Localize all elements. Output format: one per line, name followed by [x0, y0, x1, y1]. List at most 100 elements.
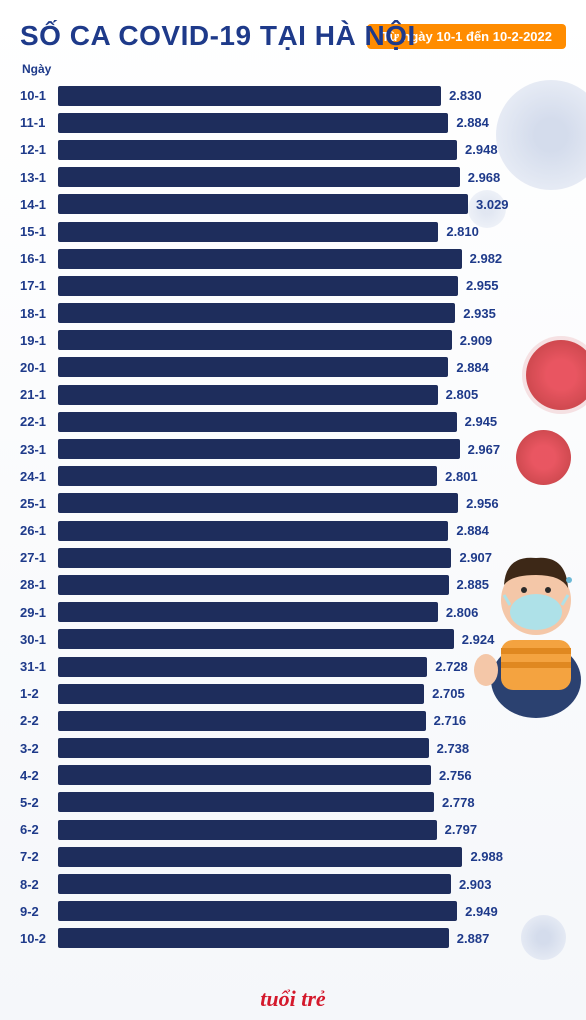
chart-row: 25-1 2.956: [20, 490, 566, 517]
day-label: 26-1: [20, 523, 58, 538]
day-label: 5-2: [20, 795, 58, 810]
day-label: 22-1: [20, 414, 58, 429]
day-label: 1-2: [20, 686, 58, 701]
day-label: 13-1: [20, 170, 58, 185]
bar: [58, 820, 437, 840]
day-label: 8-2: [20, 877, 58, 892]
chart-row: 8-2 2.903: [20, 870, 566, 897]
day-label: 25-1: [20, 496, 58, 511]
bar-value: 2.907: [459, 550, 492, 565]
day-label: 18-1: [20, 306, 58, 321]
bar: [58, 629, 454, 649]
day-label: 16-1: [20, 251, 58, 266]
bar-value: 2.935: [463, 306, 496, 321]
day-label: 28-1: [20, 577, 58, 592]
bar-area: 2.884: [58, 521, 566, 541]
bar: [58, 276, 458, 296]
day-label: 3-2: [20, 741, 58, 756]
bar-value: 2.968: [468, 170, 501, 185]
source-logo: tuổi trẻ: [260, 986, 325, 1011]
bar: [58, 684, 424, 704]
bar-area: 2.705: [58, 684, 566, 704]
chart-row: 13-1 2.968: [20, 164, 566, 191]
bar: [58, 738, 429, 758]
bar-value: 2.797: [445, 822, 478, 837]
chart-row: 11-1 2.884: [20, 109, 566, 136]
footer: tuổi trẻ: [0, 986, 586, 1012]
chart-row: 3-22.738: [20, 735, 566, 762]
chart-row: 5-2 2.778: [20, 789, 566, 816]
chart-row: 26-12.884: [20, 517, 566, 544]
bar-area: 2.967: [58, 439, 566, 459]
bar: [58, 167, 460, 187]
day-label: 24-1: [20, 469, 58, 484]
chart-row: 6-22.797: [20, 816, 566, 843]
day-label: 31-1: [20, 659, 58, 674]
day-label: 29-1: [20, 605, 58, 620]
bar-value: 2.948: [465, 142, 498, 157]
chart-row: 22-1 2.945: [20, 408, 566, 435]
bar-area: 2.955: [58, 276, 566, 296]
bar-area: 2.956: [58, 493, 566, 513]
bar-value: 2.756: [439, 768, 472, 783]
day-label: 12-1: [20, 142, 58, 157]
bar-value: 2.949: [465, 904, 498, 919]
chart-row: 30-12.924: [20, 626, 566, 653]
chart-row: 31-12.728: [20, 653, 566, 680]
bar-area: 2.884: [58, 113, 566, 133]
bar-value: 2.967: [468, 442, 501, 457]
bar-value: 2.716: [434, 713, 467, 728]
bar-area: 2.778: [58, 792, 566, 812]
bar: [58, 412, 457, 432]
bar-value: 2.956: [466, 496, 499, 511]
day-label: 11-1: [20, 115, 58, 130]
bar-value: 2.945: [465, 414, 498, 429]
day-label: 7-2: [20, 849, 58, 864]
bar-value: 2.810: [446, 224, 479, 239]
bar: [58, 711, 426, 731]
bar: [58, 847, 462, 867]
bar: [58, 901, 457, 921]
bar: [58, 493, 458, 513]
bar-chart: 10-12.83011-12.88412-12.94813-12.96814-1…: [20, 82, 566, 952]
bar-area: 2.909: [58, 330, 566, 350]
bar-value: 2.988: [470, 849, 503, 864]
bar-value: 2.805: [446, 387, 479, 402]
bar: [58, 194, 468, 214]
bar: [58, 439, 460, 459]
day-label: 17-1: [20, 278, 58, 293]
day-label: 10-1: [20, 88, 58, 103]
bar-area: 2.716: [58, 711, 566, 731]
bar-area: 2.988: [58, 847, 566, 867]
bar-area: 2.945: [58, 412, 566, 432]
day-label: 15-1: [20, 224, 58, 239]
bar-area: 2.806: [58, 602, 566, 622]
bar-area: 2.728: [58, 657, 566, 677]
day-label: 27-1: [20, 550, 58, 565]
bar-value: 2.982: [470, 251, 503, 266]
chart-row: 1-22.705: [20, 680, 566, 707]
bar: [58, 249, 462, 269]
chart-row: 7-2 2.988: [20, 843, 566, 870]
bar-value: 3.029: [476, 197, 509, 212]
day-label: 4-2: [20, 768, 58, 783]
bar: [58, 792, 434, 812]
bar-area: 2.982: [58, 249, 566, 269]
bar-area: 2.924: [58, 629, 566, 649]
bar-area: 2.903: [58, 874, 566, 894]
day-label: 14-1: [20, 197, 58, 212]
bar-value: 2.806: [446, 605, 479, 620]
bar-value: 2.887: [457, 931, 490, 946]
bar-area: 2.756: [58, 765, 566, 785]
bar-value: 2.778: [442, 795, 475, 810]
bar-value: 2.909: [460, 333, 493, 348]
bar-value: 2.884: [456, 360, 489, 375]
bar-area: 2.801: [58, 466, 566, 486]
bar-value: 2.903: [459, 877, 492, 892]
bar: [58, 548, 451, 568]
bar: [58, 385, 438, 405]
bar-value: 2.884: [456, 115, 489, 130]
bar-value: 2.924: [462, 632, 495, 647]
chart-row: 29-1 2.806: [20, 599, 566, 626]
chart-row: 28-12.885: [20, 571, 566, 598]
